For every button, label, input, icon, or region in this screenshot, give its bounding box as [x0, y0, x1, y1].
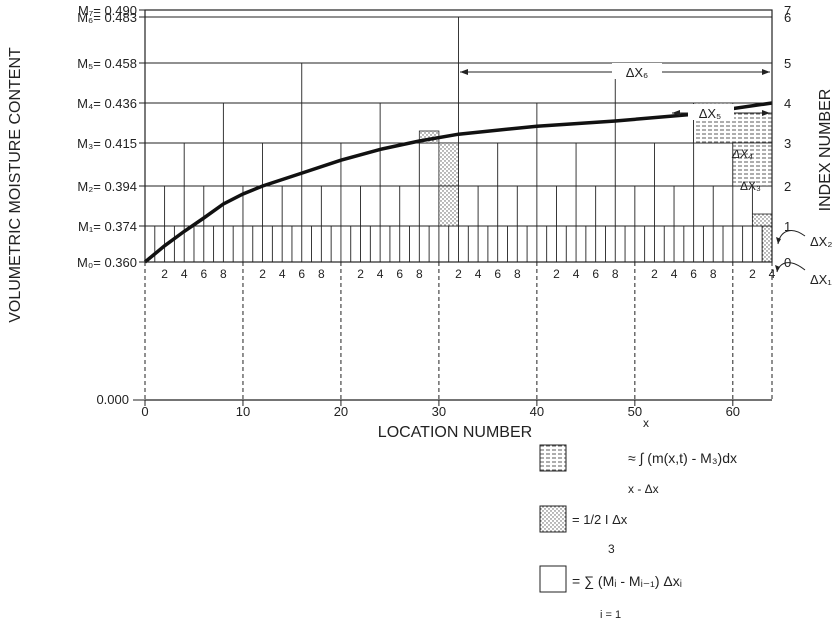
delta-x1-callout: ΔX₁: [775, 262, 832, 287]
x-sub-tick-label: 4: [181, 267, 188, 281]
x-sub-tick-label: 8: [710, 267, 717, 281]
x-sub-tick-label: 8: [514, 267, 521, 281]
x-tick-label-20: 20: [334, 404, 348, 419]
x-tick-label-50: 50: [628, 404, 642, 419]
legend-hatched-swatch: [539, 444, 567, 472]
x-sub-tick-label: 6: [298, 267, 305, 281]
x-tick-label-0: 0: [141, 404, 148, 419]
x-sub-tick-label: 6: [396, 267, 403, 281]
level-labels: M₀= 0.360 M₁= 0.374 M₂= 0.394 M₃= 0.415 M₄= …: [77, 3, 145, 270]
right-axis-title: INDEX NUMBER: [817, 89, 834, 212]
x-sub-tick-label: 4: [671, 267, 678, 281]
level-label-m2: M₂= 0.394: [77, 179, 137, 194]
delta-x6: ΔX₆: [460, 63, 770, 80]
index-label-6: 6: [784, 10, 791, 25]
index-label-1: 1: [784, 219, 791, 234]
level-label-m3: M₃= 0.415: [77, 136, 137, 151]
x-sub-tick-label: 4: [475, 267, 482, 281]
x-sub-tick-label: 4: [279, 267, 286, 281]
index-label-2: 2: [784, 179, 791, 194]
legend-plain-swatch: [539, 565, 567, 593]
legend-integral-upper: x: [643, 416, 649, 430]
delta-x2-callout: ΔX₂: [776, 230, 832, 249]
legend-integral-expr: ≈ ∫ (m(x,t) - M₃)dx: [628, 450, 737, 466]
left-axis-title: VOLUMETRIC MOISTURE CONTENT: [7, 47, 24, 323]
legend-sum-expr: = ∑ (Mᵢ - Mᵢ₋₁) Δxᵢ: [572, 573, 682, 589]
x-sub-tick-label: 6: [494, 267, 501, 281]
x-sub-tick-label: 2: [259, 267, 266, 281]
level-label-m4: M₄= 0.436: [77, 96, 137, 111]
dotted-region: [438, 185, 459, 227]
x-sub-tick-label: 2: [161, 267, 168, 281]
x-axis-title: LOCATION NUMBER: [378, 424, 532, 441]
legend-integral-lower: x - Δx: [628, 482, 659, 496]
level-label-m1: M₁= 0.374: [78, 219, 137, 234]
delta-x2-label: ΔX₂: [810, 234, 832, 249]
x-sub-tick-label: 6: [200, 267, 207, 281]
x-sub-tick-label: 6: [592, 267, 599, 281]
x-tick-label-10: 10: [236, 404, 250, 419]
delta-x6-label: ΔX₆: [626, 65, 649, 80]
dotted-region: [761, 225, 773, 263]
x-sub-tick-label: 2: [553, 267, 560, 281]
zero-label: 0.000: [96, 392, 129, 407]
index-label-5: 5: [784, 56, 791, 71]
x-sub-tick-label: 8: [612, 267, 619, 281]
x-sub-tick-label: 2: [651, 267, 658, 281]
legend-triangle-expr: = 1/2 I Δx: [572, 512, 628, 527]
level-label-m5: M₅= 0.458: [77, 56, 137, 71]
x-sub-tick-label: 6: [690, 267, 697, 281]
x-sub-tick-label: 2: [357, 267, 364, 281]
delta-x5: ΔX₅: [672, 104, 770, 121]
x-sub-tick-label: 4: [573, 267, 580, 281]
index-label-4: 4: [784, 96, 791, 111]
x-sub-tick-label: 8: [318, 267, 325, 281]
dotted-region: [438, 142, 459, 187]
legend: x ≈ ∫ (m(x,t) - M₃)dx x - Δx = 1/2 I Δx …: [539, 416, 737, 621]
delta-x4-label: ΔX₄: [731, 147, 753, 161]
legend-sum-upper: 3: [608, 542, 615, 556]
legend-dotted-swatch: [539, 505, 567, 533]
delta-x1-label: ΔX₁: [810, 272, 832, 287]
x-tick-label-30: 30: [432, 404, 446, 419]
plot-frame: [144, 9, 773, 263]
delta-x3-label: ΔX₃: [740, 179, 761, 193]
x-sub-tick-label: 8: [416, 267, 423, 281]
x-sub-tick-label: 4: [377, 267, 384, 281]
index-label-7: 7: [784, 3, 791, 18]
moisture-curve: [143, 101, 773, 264]
x-sub-tick-label: 4: [769, 267, 776, 281]
dotted-region: [752, 213, 773, 227]
x-tick-label-60: 60: [726, 404, 740, 419]
level-label-m0: M₀= 0.360: [77, 255, 137, 270]
x-sub-tick-label: 2: [455, 267, 462, 281]
legend-sum-lower: i = 1: [600, 609, 621, 621]
x-tick-label-40: 40: [530, 404, 544, 419]
delta-x5-label: ΔX₅: [699, 106, 722, 121]
x-sub-tick-label: 2: [749, 267, 756, 281]
x-sub-tick-label: 8: [220, 267, 227, 281]
index-label-3: 3: [784, 136, 791, 151]
hatched-region: [732, 142, 773, 187]
level-label-m6: M₆= 0.483: [77, 10, 137, 25]
level-label-m7: M₇= 0.490: [78, 3, 137, 18]
